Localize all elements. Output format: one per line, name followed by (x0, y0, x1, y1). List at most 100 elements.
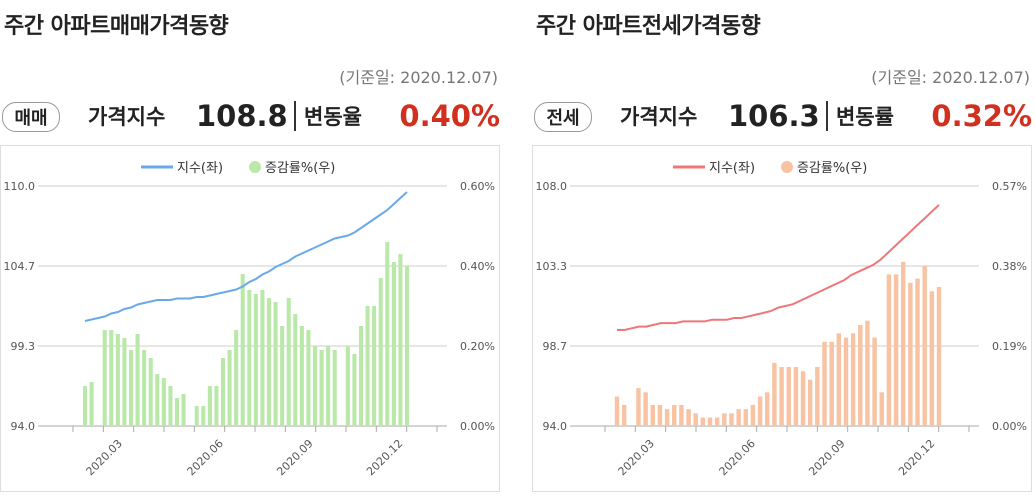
left-axis-tick-label: 99.3 (11, 340, 36, 353)
rate-bar (332, 350, 337, 426)
rate-bar (345, 346, 350, 426)
rate-bar (273, 302, 278, 426)
rate-bar (319, 350, 324, 426)
right-axis-tick-label: 0.57% (992, 180, 1027, 193)
rate-bar (299, 326, 304, 426)
left-axis-tick-label: 94.0 (543, 420, 568, 433)
x-axis-tick-label: 2020.06 (717, 437, 758, 478)
rate-bar (757, 396, 763, 426)
rate-bar (657, 404, 663, 426)
rate-bar (643, 392, 648, 426)
rate-bar (722, 413, 727, 426)
rate-bar (714, 417, 720, 426)
rate-bar (214, 386, 219, 426)
x-axis-tick-label: 2020.06 (185, 437, 226, 478)
change-rate-label: 변동률 (836, 105, 894, 129)
left-axis-tick-label: 103.3 (536, 260, 568, 273)
jeonse-chart-svg: 지수(좌) 증감률%(우) 108.0 0.57% 103.3 0.38% 98.7 0.19… (536, 161, 1027, 478)
price-index-label: 가격지수 (620, 105, 698, 129)
rate-bar (194, 406, 199, 426)
rate-bar (89, 382, 94, 426)
right-axis-tick-label: 0.40% (460, 260, 495, 273)
rate-bar (636, 388, 641, 426)
rate-bar (736, 409, 741, 426)
price-index-label: 가격지수 (88, 105, 166, 129)
rate-bar (227, 350, 232, 426)
price-index-value: 106.3 (728, 99, 820, 133)
sale-badge: 매매 (2, 102, 60, 132)
sale-chart-svg: 지수(좌) 증감률%(우) 110.0 0.60% 104.7 0.40% 99.3 0.20… (4, 161, 495, 478)
rate-bar (872, 337, 877, 426)
left-axis-tick-label: 94.0 (11, 420, 36, 433)
rate-bar (161, 378, 166, 426)
rate-bar (672, 404, 677, 426)
rate-bar (102, 330, 107, 426)
rate-bar (207, 386, 212, 426)
sale-panel: 주간 아파트매매가격동향 (기준일: 2020.12.07) 매매 가격지수 1… (0, 0, 500, 504)
right-axis-tick-label: 0.00% (460, 420, 495, 433)
rate-bar (312, 346, 318, 426)
rate-bar (879, 392, 884, 426)
rate-bar (815, 367, 820, 426)
change-rate-label: 변동율 (304, 105, 362, 129)
index-line (617, 204, 940, 331)
rate-bar (901, 261, 906, 426)
rate-bar (365, 306, 370, 426)
legend-label-index: 지수(좌) (709, 161, 755, 176)
rate-bar (385, 242, 390, 426)
rate-bar (378, 278, 383, 426)
rate-bar (201, 406, 206, 426)
rate-bar (779, 367, 784, 426)
rate-bar (109, 330, 114, 426)
x-axis-tick-label: 2020.03 (84, 437, 125, 478)
rate-bar (743, 409, 749, 426)
rate-bar (306, 330, 311, 426)
rate-bar (664, 409, 670, 426)
rate-bar (858, 324, 863, 426)
jeonse-chart: 지수(좌) 증감률%(우) 108.0 0.57% 103.3 0.38% 98.7 0.19… (532, 145, 1032, 492)
rate-bar (686, 409, 691, 426)
rate-bar (174, 398, 180, 426)
page-title: 주간 아파트전세가격동향 (536, 14, 761, 39)
rate-bar (621, 404, 627, 426)
right-axis-tick-label: 0.19% (992, 340, 1027, 353)
left-axis-tick-label: 110.0 (4, 180, 36, 193)
rate-bar (700, 417, 706, 426)
rate-bar (82, 386, 88, 426)
rate-bar (253, 294, 258, 426)
rate-bar (886, 274, 892, 426)
rate-bar (707, 417, 713, 426)
legend-label-index: 지수(좌) (177, 161, 223, 176)
rate-bar (650, 404, 655, 426)
rate-bar (772, 362, 777, 426)
right-axis-tick-label: 0.38% (992, 260, 1027, 273)
reference-date: (기준일: 2020.12.07) (871, 68, 1030, 87)
divider (826, 101, 828, 131)
sale-chart: 지수(좌) 증감률%(우) 110.0 0.60% 104.7 0.40% 99.3 0.20… (0, 145, 500, 492)
rate-bar (398, 254, 403, 426)
rate-bar (391, 262, 396, 426)
rate-bar (404, 266, 410, 426)
rate-bar (148, 358, 153, 426)
rate-bar (936, 287, 942, 426)
rate-bar (220, 358, 226, 426)
x-axis-tick-label: 2020.09 (274, 437, 315, 478)
rate-bar (326, 346, 331, 426)
left-axis-tick-label: 108.0 (536, 180, 568, 193)
rate-bar (836, 333, 842, 426)
rate-bar (142, 350, 147, 426)
rate-bar (750, 404, 756, 426)
rate-bar (850, 333, 856, 426)
rate-bar (729, 413, 734, 426)
rate-bar (181, 394, 186, 426)
rate-bar (922, 266, 927, 426)
rate-bar (679, 404, 684, 426)
rate-bar (693, 413, 698, 426)
rate-bar (168, 386, 173, 426)
rate-bar (786, 367, 791, 426)
x-axis-tick-label: 2020.12 (364, 437, 405, 478)
rate-bar (765, 392, 770, 426)
left-axis-tick-label: 98.7 (543, 340, 568, 353)
left-axis-tick-label: 104.7 (4, 260, 36, 273)
rate-bar (240, 274, 245, 426)
